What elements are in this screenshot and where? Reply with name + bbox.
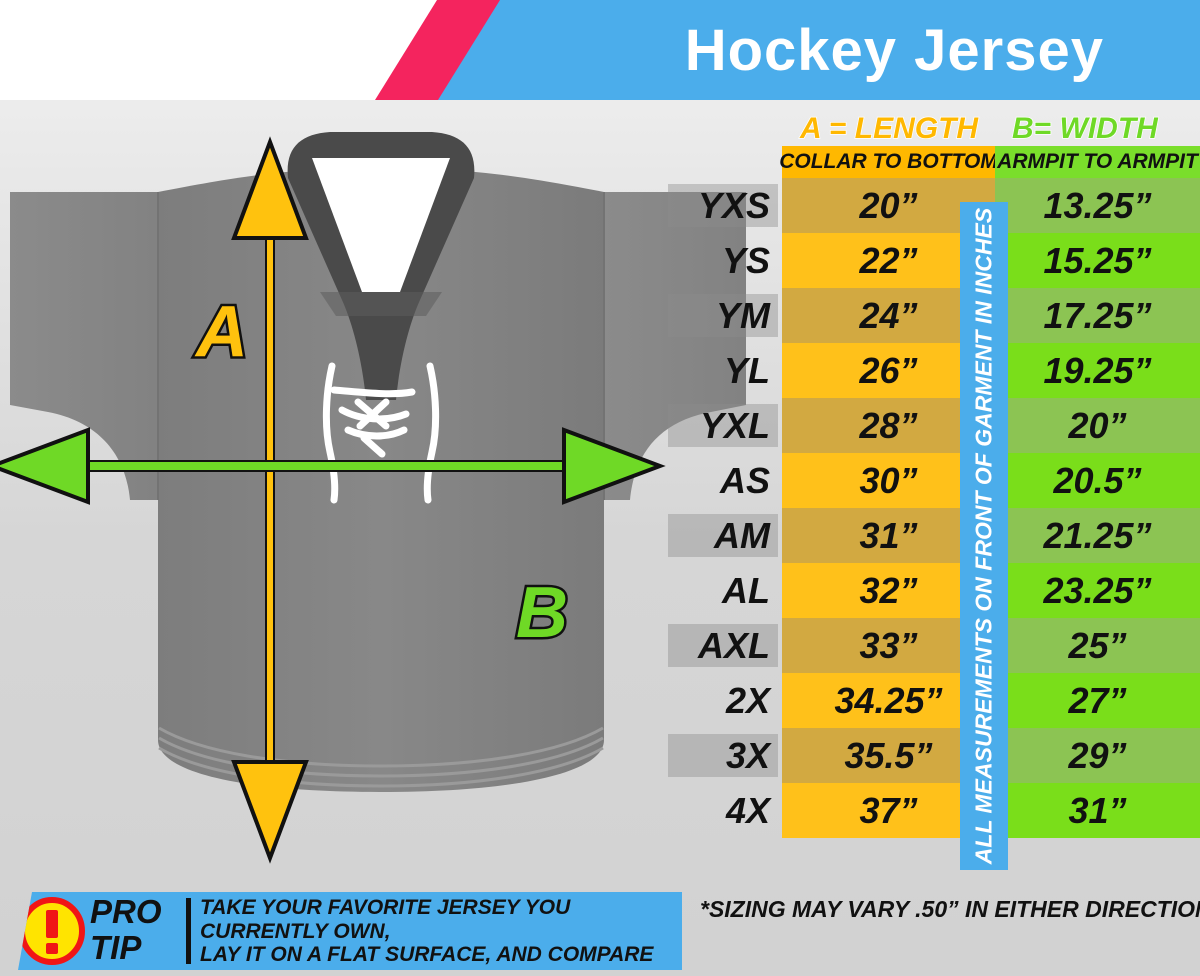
- cell-width: 29”: [995, 728, 1200, 783]
- sizing-disclaimer: *SIZING MAY VARY .50” IN EITHER DIRECTIO…: [700, 896, 1200, 922]
- table-row: AS 30” 20.5”: [660, 453, 1200, 508]
- size-table: A = LENGTH B= WIDTH COLLAR TO BOTTOM ARM…: [660, 111, 1200, 888]
- cell-length: 26”: [782, 343, 995, 398]
- jersey-collar-shadow: [320, 292, 442, 316]
- cell-length: 30”: [782, 453, 995, 508]
- table-row: AM 31” 21.25”: [660, 508, 1200, 563]
- pro-tip-divider: [186, 898, 191, 964]
- cell-size: YL: [723, 349, 770, 391]
- cell-width: 27”: [995, 673, 1200, 728]
- cell-length: 31”: [782, 508, 995, 563]
- table-row: YXS 20” 13.25”: [660, 178, 1200, 233]
- cell-size: AL: [722, 569, 770, 611]
- cell-size: YS: [721, 239, 770, 281]
- dimension-label-b: B: [514, 573, 571, 653]
- cell-size: 2X: [725, 679, 770, 721]
- cell-length: 24”: [782, 288, 995, 343]
- cell-width: 17.25”: [995, 288, 1200, 343]
- jersey-hem-line-2: [158, 736, 604, 778]
- cell-length: 32”: [782, 563, 995, 618]
- table-row: AXL 33” 25”: [660, 618, 1200, 673]
- page-title: Hockey Jersey: [684, 18, 1104, 83]
- cell-length: 37”: [782, 783, 995, 838]
- column-title-length: A = LENGTH: [799, 111, 979, 146]
- column-subheader-length: COLLAR TO BOTTOM: [779, 146, 998, 178]
- table-row: YS 22” 15.25”: [660, 233, 1200, 288]
- cell-size: AM: [668, 514, 778, 557]
- measurement-note-strip: ALL MEASUREMENTS ON FRONT OF GARMENT IN …: [960, 202, 1008, 870]
- cell-width: 31”: [995, 783, 1200, 838]
- cell-width: 21.25”: [995, 508, 1200, 563]
- cell-width: 23.25”: [995, 563, 1200, 618]
- cell-length: 20”: [782, 178, 995, 233]
- header-banner: Hockey Jersey: [0, 0, 1200, 100]
- jersey-svg: [0, 132, 746, 864]
- measurement-note-text: ALL MEASUREMENTS ON FRONT OF GARMENT IN …: [970, 207, 997, 865]
- table-row: YL 26” 19.25”: [660, 343, 1200, 398]
- cell-length: 35.5”: [782, 728, 995, 783]
- table-row: 4X 37” 31”: [660, 783, 1200, 838]
- size-table-body: YXS 20” 13.25” YS 22” 15.25” YM 24” 17.25” YL 26” 1…: [660, 178, 1200, 838]
- table-row: 2X 34.25” 27”: [660, 673, 1200, 728]
- jersey-hem-line-1: [158, 726, 604, 768]
- column-subheader-width: ARMPIT TO ARMPIT: [995, 146, 1200, 178]
- cell-length: 22”: [782, 233, 995, 288]
- cell-size: 4X: [725, 789, 770, 831]
- pro-tip-banner: PRO TIP TAKE YOUR FAVORITE JERSEY YOU CU…: [18, 892, 682, 970]
- pro-tip-label: PRO TIP: [90, 894, 182, 966]
- cell-length: 28”: [782, 398, 995, 453]
- pro-tip-body-line2: LAY IT ON A FLAT SURFACE, AND COMPARE TH…: [200, 943, 654, 970]
- cell-width: 15.25”: [995, 233, 1200, 288]
- cell-width: 20.5”: [995, 453, 1200, 508]
- cell-size: AXL: [668, 624, 778, 667]
- dimension-label-a: A: [194, 292, 251, 372]
- column-title-width: B= WIDTH: [1011, 111, 1158, 146]
- jersey-illustration: A B: [0, 100, 760, 890]
- cell-size: AS: [719, 459, 770, 501]
- jersey-right-sleeve: [604, 192, 746, 500]
- cell-width: 25”: [995, 618, 1200, 673]
- cell-size: YXL: [668, 404, 778, 447]
- cell-size: 3X: [668, 734, 778, 777]
- dimension-arrow-b: [0, 427, 666, 505]
- jersey-collar-inner: [312, 158, 450, 292]
- cell-width: 13.25”: [995, 178, 1200, 233]
- jersey-laces: [322, 362, 440, 504]
- table-row: 3X 35.5” 29”: [660, 728, 1200, 783]
- dimension-arrow-a: [231, 136, 309, 864]
- jersey-left-sleeve: [10, 192, 158, 500]
- pro-tip-label-line1: PRO: [90, 893, 162, 930]
- jersey-hem-line-3: [158, 746, 604, 788]
- cell-size: YXS: [668, 184, 778, 227]
- exclamation-icon: [19, 897, 85, 965]
- header-blue-shape: [425, 0, 1200, 100]
- pro-tip-body-line1: TAKE YOUR FAVORITE JERSEY YOU CURRENTLY …: [200, 896, 571, 943]
- pro-tip-label-line2: TIP: [90, 929, 142, 966]
- cell-length: 34.25”: [782, 673, 995, 728]
- cell-width: 20”: [995, 398, 1200, 453]
- pro-tip-body: TAKE YOUR FAVORITE JERSEY YOU CURRENTLY …: [200, 896, 678, 970]
- cell-width: 19.25”: [995, 343, 1200, 398]
- table-row: AL 32” 23.25”: [660, 563, 1200, 618]
- table-row: YXL 28” 20”: [660, 398, 1200, 453]
- cell-size: YM: [668, 294, 778, 337]
- cell-length: 33”: [782, 618, 995, 673]
- table-row: YM 24” 17.25”: [660, 288, 1200, 343]
